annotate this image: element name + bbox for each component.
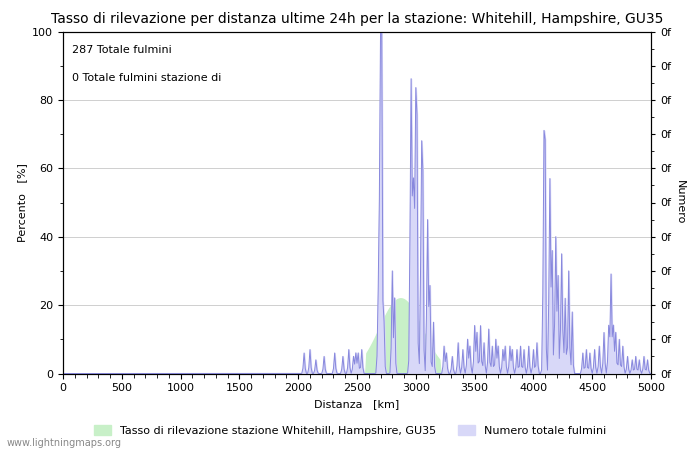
Text: 287 Totale fulmini: 287 Totale fulmini — [72, 45, 172, 55]
Y-axis label: Numero: Numero — [675, 180, 685, 225]
Legend: Tasso di rilevazione stazione Whitehill, Hampshire, GU35, Numero totale fulmini: Tasso di rilevazione stazione Whitehill,… — [90, 420, 610, 440]
Y-axis label: Percento   [%]: Percento [%] — [17, 163, 27, 242]
Text: 0 Totale fulmini stazione di: 0 Totale fulmini stazione di — [72, 72, 221, 82]
Text: www.lightningmaps.org: www.lightningmaps.org — [7, 438, 122, 448]
Title: Tasso di rilevazione per distanza ultime 24h per la stazione: Whitehill, Hampshi: Tasso di rilevazione per distanza ultime… — [51, 12, 663, 26]
X-axis label: Distanza   [km]: Distanza [km] — [314, 399, 400, 409]
